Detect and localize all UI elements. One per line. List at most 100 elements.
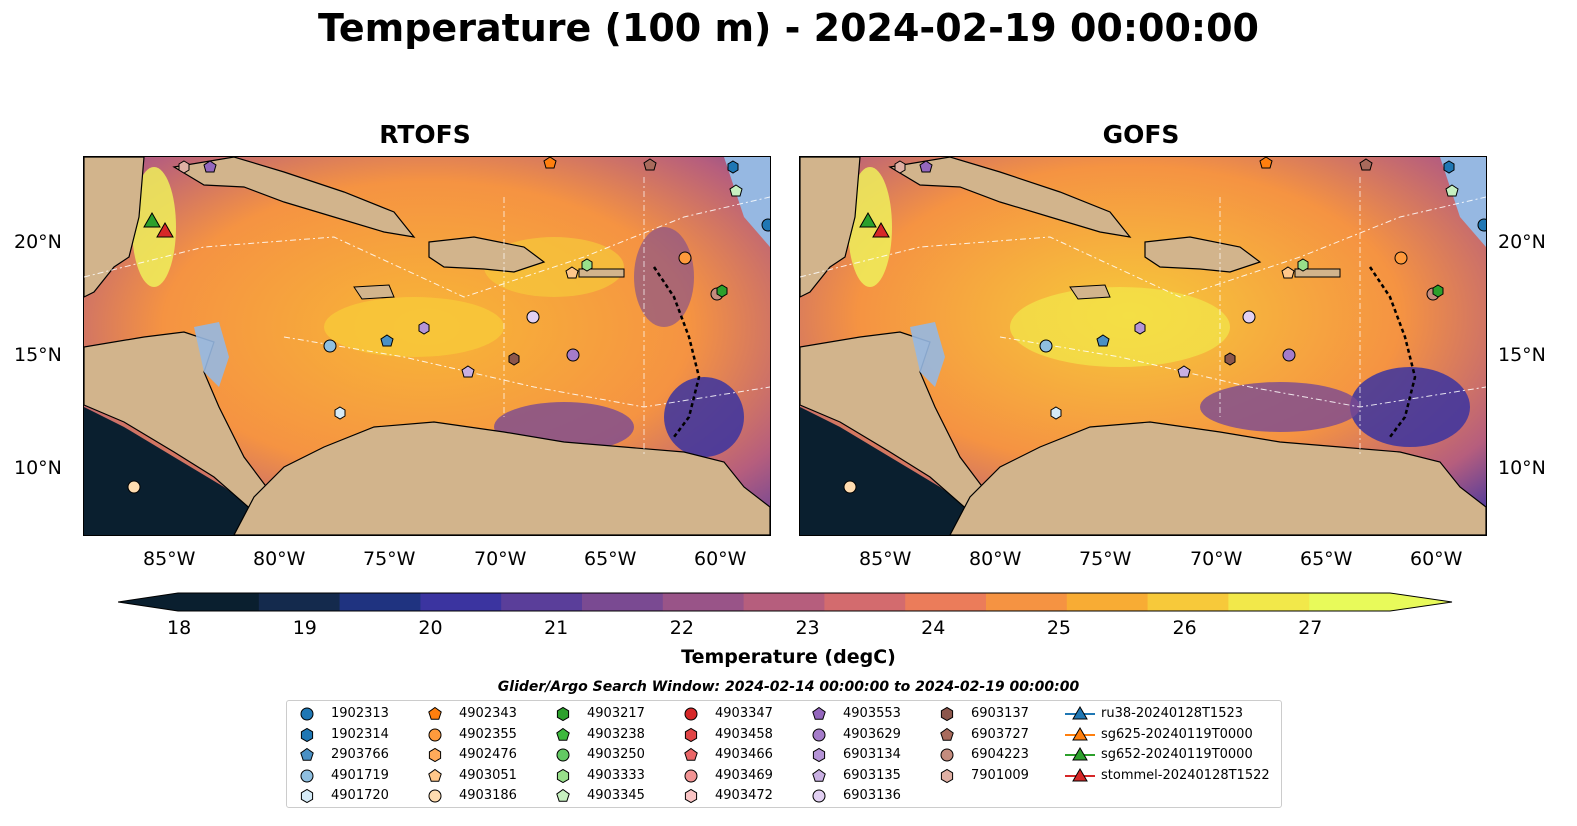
float-7901009[interactable] — [178, 160, 190, 174]
float-4902355[interactable] — [1394, 251, 1408, 265]
float-6903137[interactable] — [1224, 352, 1236, 366]
cool-patch — [1200, 382, 1360, 432]
pacific-ocean — [84, 407, 284, 535]
float-4903217[interactable] — [716, 284, 728, 298]
land-yucatan — [84, 157, 145, 298]
legend-label: 4902476 — [459, 747, 517, 762]
colorbar-outline — [118, 592, 1453, 612]
float-6903136[interactable] — [1242, 310, 1256, 324]
float-4902343[interactable] — [1259, 157, 1273, 169]
glider-sg652[interactable] — [859, 211, 877, 228]
legend-label: 4903345 — [587, 788, 645, 803]
panel-title-gofs: GOFS — [1102, 120, 1180, 149]
float-4903333[interactable] — [581, 258, 593, 272]
float-4901719[interactable] — [1039, 339, 1053, 353]
colorbar-tick-label: 24 — [921, 617, 946, 639]
float-6903135[interactable] — [1177, 365, 1191, 378]
float-4903333[interactable] — [1297, 258, 1309, 272]
legend-item: 4902355 — [425, 725, 625, 745]
legend-label: sg652-20240119T0000 — [1101, 747, 1253, 762]
legend-marker-icon — [940, 748, 954, 762]
map-panel-rtofs[interactable] — [83, 156, 771, 536]
lat-tick-left: 10°N — [14, 457, 62, 479]
float-4901719[interactable] — [323, 339, 337, 353]
float-4903186[interactable] — [843, 480, 857, 494]
float-6903137[interactable] — [508, 352, 520, 366]
float-4903186[interactable] — [127, 480, 141, 494]
legend-label: 4903250 — [587, 747, 645, 762]
float-1902314[interactable] — [1443, 160, 1455, 174]
legend-label: 4903051 — [459, 767, 517, 783]
colorbar-tick-label: 27 — [1298, 617, 1323, 639]
float-4901720[interactable] — [334, 406, 346, 420]
colorbar-segment — [1147, 593, 1229, 611]
float-2903766[interactable] — [1096, 334, 1110, 347]
float-4903629[interactable] — [566, 348, 580, 362]
float-4903553[interactable] — [919, 160, 933, 173]
float-4903051[interactable] — [1281, 266, 1295, 279]
legend-label: 4903186 — [459, 788, 517, 803]
float-4902343[interactable] — [543, 157, 557, 169]
land-yucatan — [800, 157, 861, 298]
land-cuba — [888, 157, 1132, 238]
lon-tick-left: 70°W — [474, 548, 527, 570]
legend-label: 4903466 — [715, 747, 773, 762]
land-south-america — [949, 421, 1486, 535]
legend-item: 4902343 — [425, 704, 625, 724]
glider-stommel[interactable] — [156, 221, 174, 238]
float-4903051[interactable] — [565, 266, 579, 279]
colorbar-segment — [178, 593, 260, 611]
colorbar-segment — [662, 593, 745, 611]
legend-marker-icon — [684, 747, 698, 761]
float-1902314[interactable] — [727, 160, 739, 174]
colorbar-tick-label: 18 — [167, 617, 192, 639]
float-6903727[interactable] — [643, 158, 657, 171]
colorbar-segment — [1309, 593, 1391, 611]
panel-title-rtofs: RTOFS — [379, 120, 471, 149]
legend-marker-icon — [1065, 747, 1095, 761]
float-2903766[interactable] — [380, 334, 394, 347]
map-panel-gofs[interactable] — [799, 156, 1487, 536]
legend-label: 4903217 — [587, 706, 645, 721]
colorbar-tick-label: 26 — [1172, 617, 1197, 639]
colorbar-segment — [743, 593, 825, 611]
float-6903727[interactable] — [1359, 158, 1373, 171]
glider-stommel[interactable] — [872, 221, 890, 238]
colorbar-segment — [339, 593, 421, 611]
legend-item: 1902314 — [297, 725, 497, 745]
legend-label: 4903458 — [715, 726, 773, 742]
eez-boundary — [283, 336, 770, 408]
cool-patch — [1350, 367, 1470, 447]
float-4903553[interactable] — [203, 160, 217, 173]
float-1902313[interactable] — [1477, 218, 1486, 232]
float-6903136[interactable] — [526, 310, 540, 324]
colorbar-tick-label: 21 — [544, 617, 569, 639]
legend-marker-icon — [940, 768, 954, 783]
glider-sg652[interactable] — [143, 211, 161, 228]
legend-label: 6903137 — [971, 706, 1029, 721]
float-1902313[interactable] — [761, 218, 770, 232]
float-6903134[interactable] — [418, 321, 430, 335]
float-4903345[interactable] — [729, 184, 743, 197]
float-4903345[interactable] — [1445, 184, 1459, 197]
float-4903629[interactable] — [1282, 348, 1296, 362]
legend-item: 4903238 — [553, 725, 753, 745]
eez-boundary — [503, 177, 645, 457]
float-6903135[interactable] — [461, 365, 475, 378]
legend-item: 4901719 — [297, 766, 497, 786]
legend-marker-icon — [1065, 706, 1095, 720]
colorbar-tick-label: 20 — [418, 617, 443, 639]
float-7901009[interactable] — [894, 160, 906, 174]
legend-item: 4903217 — [553, 704, 753, 724]
legend-label: 6903135 — [843, 767, 901, 783]
legend-item: 4903553 — [809, 704, 1009, 724]
float-4903217[interactable] — [1432, 284, 1444, 298]
float-4902355[interactable] — [678, 251, 692, 265]
legend-label: 4903553 — [843, 706, 901, 721]
float-4901720[interactable] — [1050, 406, 1062, 420]
float-6903134[interactable] — [1134, 321, 1146, 335]
lat-tick-right: 10°N — [1498, 457, 1546, 479]
legend-marker-icon — [812, 789, 826, 803]
colorbar — [118, 592, 1453, 612]
legend-item: stommel-20240128T1522 — [1065, 766, 1270, 786]
